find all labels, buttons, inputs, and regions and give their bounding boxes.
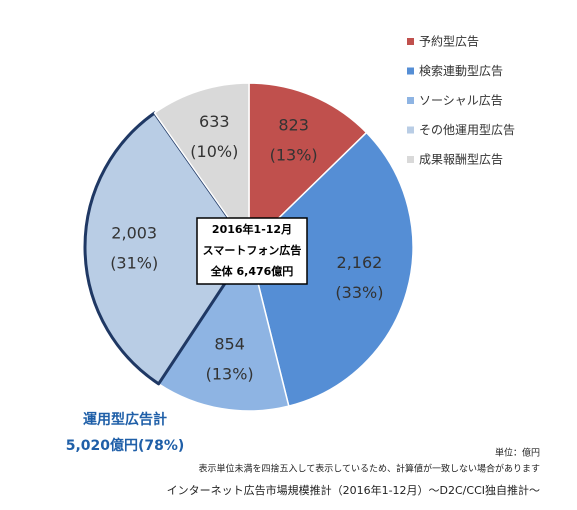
center-text: 全体 6,476億円: [210, 264, 294, 278]
value-label: 633: [199, 112, 230, 131]
slice: [248, 82, 368, 248]
unit: 単位：億円: [495, 447, 540, 459]
center-text: 2016年1-12月: [212, 222, 292, 236]
slice: [248, 131, 414, 407]
source: インターネット広告市場規模推計（2016年1-12月）～D2C/CCI独自推計～: [167, 483, 540, 497]
legend-label: 成果報酬型広告: [419, 153, 503, 167]
percent-label: (31%): [110, 253, 158, 272]
legend-swatch: [407, 156, 414, 163]
center-text: スマートフォン広告: [203, 243, 302, 257]
legend-swatch: [407, 126, 414, 134]
percent-label: (10%): [190, 142, 238, 161]
pie: [83, 82, 414, 412]
legend-label: 予約型広告: [419, 34, 479, 49]
legend-swatch: [407, 97, 414, 104]
slice: [153, 82, 250, 248]
legend-label: その他運用型広告: [419, 123, 515, 137]
value-label: 2,162: [337, 253, 383, 272]
percent-label: (13%): [270, 146, 318, 165]
value-label: 854: [214, 335, 245, 354]
value-label: 2,003: [111, 223, 157, 242]
annotation: 5,020億円(78%): [66, 437, 185, 454]
percent-label: (33%): [335, 283, 383, 302]
center-box: [196, 217, 308, 285]
slice: [83, 111, 251, 386]
legend-label: 検索連動型広告: [419, 64, 503, 78]
legend-swatch: [407, 38, 414, 45]
slice: [157, 246, 290, 412]
value-label: 823: [278, 116, 309, 135]
legend-label: ソーシャル広告: [419, 94, 503, 108]
annotation: 運用型広告計: [83, 411, 167, 428]
percent-label: (13%): [206, 365, 254, 384]
legend-swatch: [407, 67, 414, 75]
note: 表示単位未満を四捨五入して表示しているため、計算値が一致しない場合があります: [199, 463, 540, 475]
